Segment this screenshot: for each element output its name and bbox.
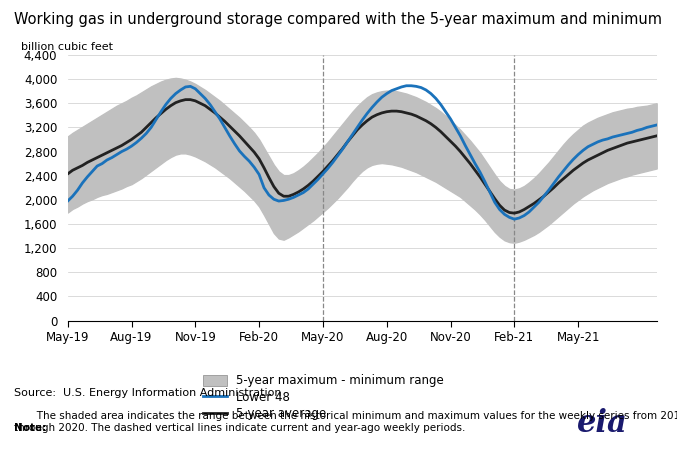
Text: billion cubic feet: billion cubic feet xyxy=(20,42,112,52)
Legend: 5-year maximum - minimum range, Lower 48, 5-year average: 5-year maximum - minimum range, Lower 48… xyxy=(203,374,444,420)
Text: Source:  U.S. Energy Information Administration: Source: U.S. Energy Information Administ… xyxy=(14,388,281,398)
Text: The shaded area indicates the range between the historical minimum and maximum v: The shaded area indicates the range betw… xyxy=(14,411,677,432)
Text: eia: eia xyxy=(577,408,628,439)
Text: Note:: Note: xyxy=(14,423,46,432)
Text: Working gas in underground storage compared with the 5-year maximum and minimum: Working gas in underground storage compa… xyxy=(14,12,661,27)
